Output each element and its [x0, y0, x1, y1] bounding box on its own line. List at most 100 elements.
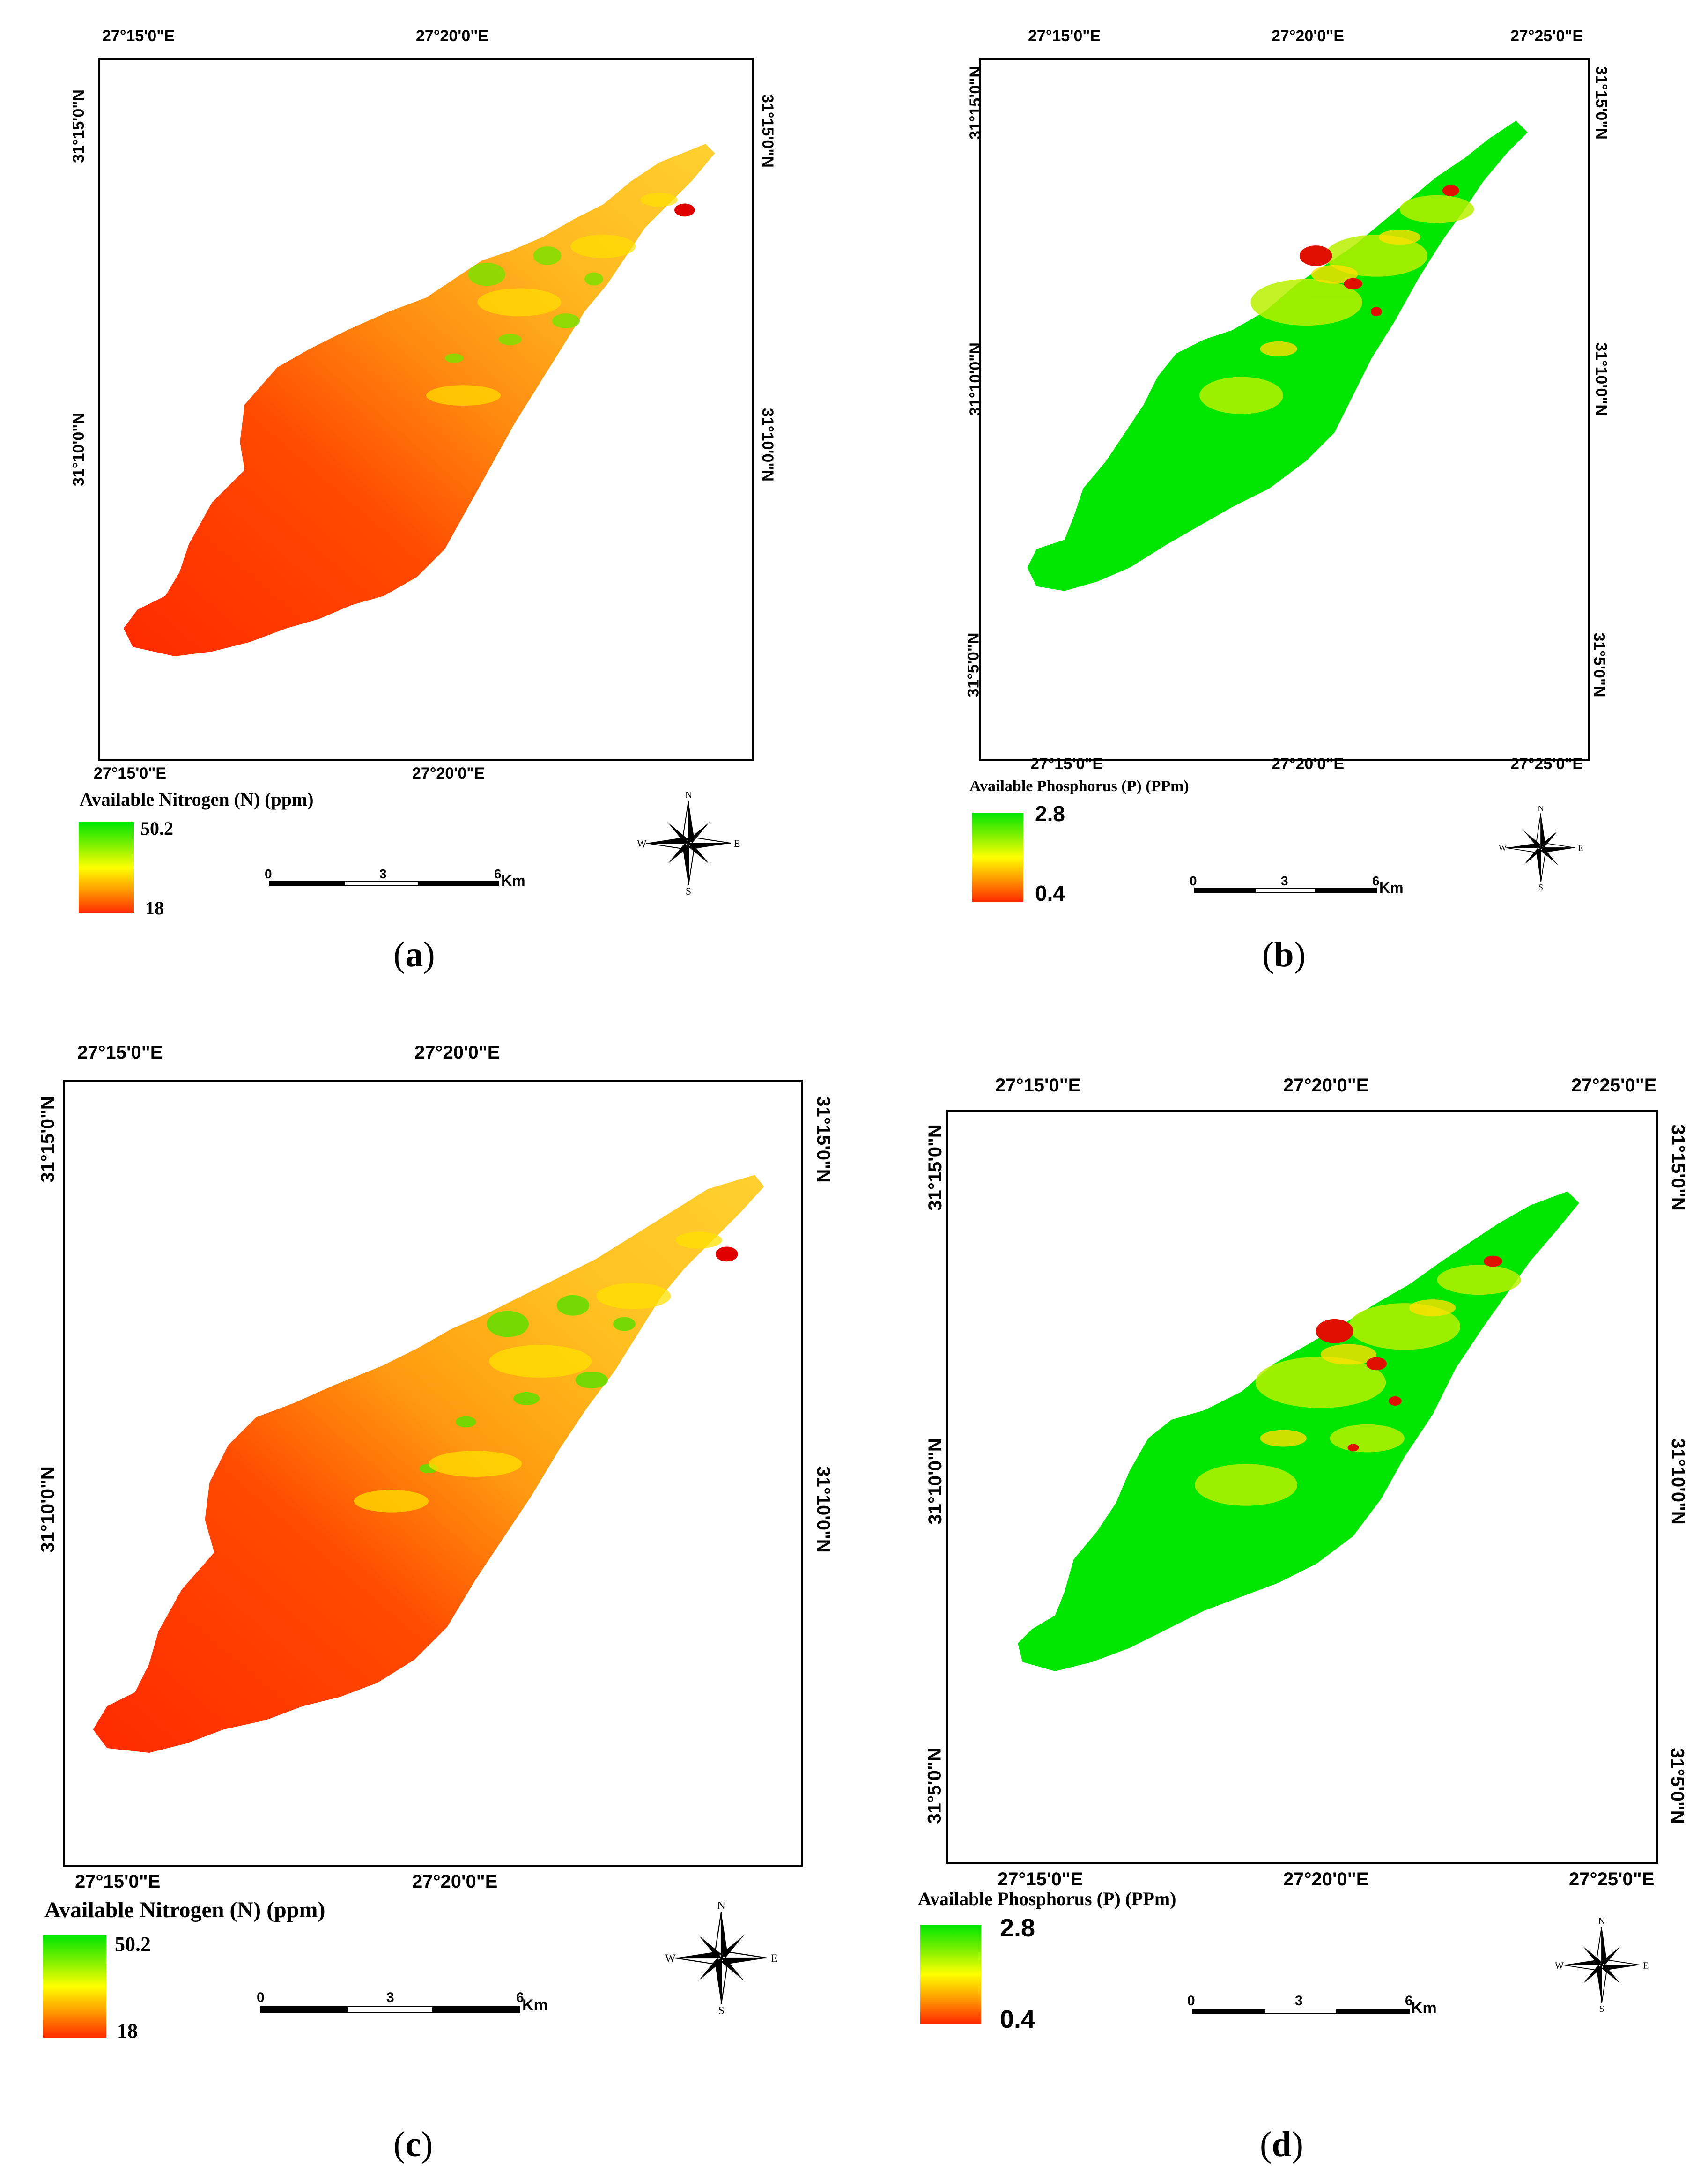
bottom-tick-1: 27°15'0"E — [998, 1869, 1083, 1890]
left-tick-1: 31°15'0"N — [69, 89, 88, 163]
bottom-tick-1: 27°15'0"E — [75, 1871, 161, 1892]
bottom-tick-3: 27°25'0"E — [1569, 1869, 1655, 1890]
left-tick-2: 31°10'0"N — [69, 413, 88, 486]
left-tick-3: 31°5'0"N — [924, 1748, 945, 1824]
scale-label-3: 3 — [379, 867, 387, 881]
low-nitrogen-spot — [674, 203, 695, 217]
low-phosphorus-patches — [1316, 1255, 1502, 1452]
compass-w: W — [637, 838, 647, 849]
compass-e: E — [771, 1953, 777, 1965]
compass-w: W — [1555, 1960, 1564, 1971]
legend-min-label: 18 — [145, 897, 164, 919]
scale-bar — [1194, 888, 1377, 893]
top-tick-1: 27°15'0"E — [102, 27, 175, 45]
legend-max-label: 50.2 — [140, 818, 173, 839]
map-frame-b — [979, 58, 1590, 761]
scale-label-6: 6 — [516, 1990, 524, 2005]
right-tick-2: 31°10'0"N — [813, 1466, 834, 1553]
map-frame-a — [98, 58, 754, 761]
caption-c: (c) — [393, 2125, 433, 2164]
compass-s: S — [1599, 2004, 1604, 2012]
compass-e: E — [1578, 844, 1583, 853]
nitrogen-map-c — [93, 1175, 764, 1753]
left-tick-2: 31°10'0"N — [924, 1438, 946, 1525]
yellow-phosphorus-patches — [1260, 1299, 1456, 1447]
scale-label-0: 0 — [1190, 874, 1197, 888]
low-nitrogen-spot — [715, 1246, 738, 1262]
left-tick-2: 31°10'0"N — [37, 1466, 58, 1553]
scale-unit: Km — [1411, 1999, 1437, 2017]
compass-e: E — [734, 838, 740, 849]
compass-w: W — [665, 1953, 676, 1965]
scale-label-6: 6 — [494, 867, 502, 881]
legend-title: Available Nitrogen (N) (ppm) — [80, 789, 314, 810]
top-tick-2: 27°20'0"E — [416, 27, 489, 45]
compass-n: N — [717, 1902, 725, 1912]
map-frame-c — [63, 1080, 803, 1867]
left-tick-3: 31°5'0"N — [964, 632, 983, 697]
scale-label-0: 0 — [265, 867, 272, 881]
compass-n: N — [685, 792, 692, 801]
compass-s: S — [1538, 882, 1543, 890]
bottom-tick-1: 27°15'0"E — [1030, 755, 1103, 773]
bottom-tick-3: 27°25'0"E — [1510, 755, 1583, 773]
map-frame-d — [946, 1110, 1658, 1864]
right-tick-1: 31°15'0"N — [1667, 1124, 1688, 1211]
north-arrow-compass-icon: N S E W — [665, 1902, 777, 2014]
compass-w: W — [1499, 844, 1507, 853]
legend-color-ramp — [920, 1925, 981, 2024]
legend-title: Available Phosphorus (P) (PPm) — [969, 778, 1189, 795]
top-tick-1: 27°15'0"E — [77, 1042, 163, 1063]
top-tick-1: 27°15'0"E — [1028, 27, 1101, 45]
scale-unit: Km — [522, 1996, 548, 2014]
bottom-tick-2: 27°20'0"E — [1272, 755, 1345, 773]
scale-label-3: 3 — [1295, 1993, 1303, 2009]
legend-title: Available Nitrogen (N) (ppm) — [44, 1898, 325, 1922]
low-phosphorus-patches — [1299, 185, 1459, 317]
nitrogen-map-a — [123, 144, 715, 656]
caption-b: (b) — [1262, 935, 1306, 974]
phosphorus-map-b — [1027, 120, 1528, 591]
top-tick-2: 27°20'0"E — [1272, 27, 1345, 45]
legend-title: Available Phosphorus (P) (PPm) — [918, 1888, 1176, 1909]
right-tick-1: 31°15'0"N — [813, 1096, 834, 1183]
scale-label-3: 3 — [386, 1990, 394, 2005]
left-tick-1: 31°15'0"N — [924, 1124, 946, 1211]
scale-label-0: 0 — [257, 1990, 265, 2005]
scale-unit: Km — [1379, 879, 1404, 896]
left-tick-1: 31°15'0"N — [37, 1096, 58, 1183]
mid-phosphorus-patches — [1195, 1265, 1521, 1506]
high-nitrogen-patches — [444, 246, 603, 363]
compass-e: E — [1643, 1960, 1649, 1971]
legend-min-label: 0.4 — [1000, 2005, 1035, 2033]
scale-label-3: 3 — [1281, 874, 1288, 888]
scale-bar — [269, 881, 499, 886]
compass-n: N — [1598, 1918, 1605, 1927]
top-tick-1: 27°15'0"E — [995, 1075, 1081, 1096]
legend-min-label: 18 — [117, 2019, 138, 2042]
scale-unit: Km — [501, 872, 525, 889]
top-tick-2: 27°20'0"E — [1283, 1075, 1369, 1096]
scale-bar — [260, 2006, 520, 2013]
north-arrow-compass-icon: N S E W — [637, 792, 740, 895]
compass-n: N — [1538, 806, 1544, 813]
legend-color-ramp — [79, 822, 134, 913]
compass-s: S — [686, 885, 691, 895]
legend-max-label: 50.2 — [115, 1933, 151, 1956]
legend-max-label: 2.8 — [1000, 1914, 1035, 1942]
north-arrow-compass-icon: N S E W — [1555, 1918, 1649, 2012]
left-tick-1: 31°15'0"N — [966, 66, 984, 140]
bottom-tick-2: 27°20'0"E — [1283, 1869, 1369, 1890]
mid-nitrogen-patches — [354, 1231, 722, 1513]
top-tick-3: 27°25'0"E — [1571, 1075, 1657, 1096]
scale-bar — [1192, 2009, 1410, 2014]
legend-max-label: 2.8 — [1035, 801, 1065, 826]
right-tick-2: 31°10'0"N — [1592, 342, 1610, 416]
bottom-tick-2: 27°20'0"E — [412, 1871, 498, 1892]
caption-a: (a) — [393, 935, 435, 974]
right-tick-1: 31°15'0"N — [1592, 66, 1610, 140]
mid-phosphorus-patches — [1199, 195, 1474, 414]
right-tick-2: 31°10'0"N — [758, 408, 776, 482]
top-tick-3: 27°25'0"E — [1510, 27, 1583, 45]
left-tick-2: 31°10'0"N — [966, 342, 984, 416]
